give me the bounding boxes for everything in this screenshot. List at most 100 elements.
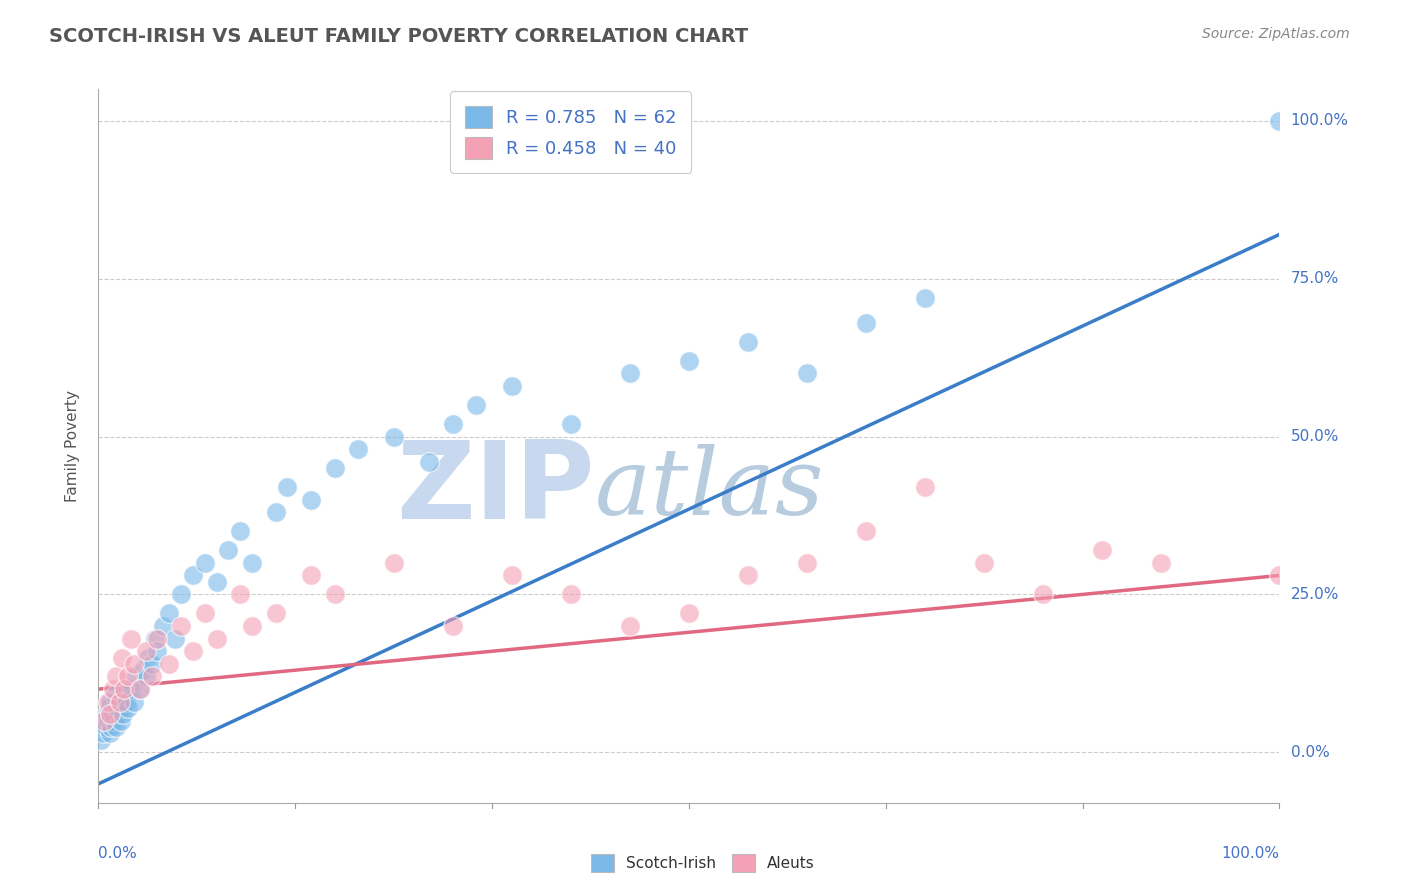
Point [143, 632, 166, 646]
Point [501, 379, 523, 393]
Text: 50.0%: 50.0% [1291, 429, 1339, 444]
Point [217, 543, 239, 558]
Point [465, 398, 488, 412]
Point [441, 417, 464, 431]
Point [128, 682, 150, 697]
Text: atlas: atlas [595, 444, 824, 533]
Point [737, 568, 759, 582]
Point [1268, 568, 1291, 582]
Point [441, 619, 464, 633]
Point [678, 607, 700, 621]
Point [619, 367, 641, 381]
Point [141, 657, 163, 671]
Point [107, 707, 129, 722]
Point [170, 587, 193, 601]
Point [93, 714, 115, 728]
Point [240, 619, 263, 633]
Text: 25.0%: 25.0% [1291, 587, 1339, 602]
Point [194, 607, 217, 621]
Text: ZIP: ZIP [396, 436, 595, 541]
Point [132, 663, 155, 677]
Point [1091, 543, 1114, 558]
Point [855, 524, 877, 539]
Point [96, 707, 118, 722]
Point [94, 720, 117, 734]
Point [914, 291, 936, 305]
Point [194, 556, 217, 570]
Point [117, 669, 139, 683]
Point [122, 695, 145, 709]
Point [110, 714, 132, 728]
Point [111, 650, 134, 665]
Text: 100.0%: 100.0% [1222, 846, 1279, 861]
Legend: R = 0.785   N = 62, R = 0.458   N = 40: R = 0.785 N = 62, R = 0.458 N = 40 [450, 91, 692, 173]
Text: 0.0%: 0.0% [98, 846, 138, 861]
Point [323, 587, 346, 601]
Point [299, 568, 322, 582]
Point [240, 556, 263, 570]
Text: 0.0%: 0.0% [1291, 745, 1329, 760]
Point [678, 353, 700, 368]
Point [105, 720, 128, 734]
Point [104, 689, 127, 703]
Point [141, 669, 163, 683]
Point [157, 657, 180, 671]
Point [91, 726, 114, 740]
Text: 100.0%: 100.0% [1291, 113, 1348, 128]
Point [125, 669, 148, 683]
Text: Source: ZipAtlas.com: Source: ZipAtlas.com [1202, 27, 1350, 41]
Point [112, 682, 135, 697]
Point [560, 417, 582, 431]
Point [796, 367, 818, 381]
Point [112, 707, 135, 722]
Point [97, 695, 120, 709]
Point [135, 644, 157, 658]
Point [737, 334, 759, 349]
Point [276, 480, 298, 494]
Point [264, 607, 287, 621]
Point [170, 619, 193, 633]
Point [1150, 556, 1173, 570]
Point [105, 701, 128, 715]
Point [181, 568, 204, 582]
Point [121, 632, 143, 646]
Legend: Scotch-Irish, Aleuts: Scotch-Irish, Aleuts [583, 846, 823, 880]
Point [146, 632, 169, 646]
Point [382, 429, 405, 443]
Point [418, 455, 440, 469]
Point [229, 524, 252, 539]
Point [122, 657, 145, 671]
Point [90, 732, 112, 747]
Point [152, 619, 174, 633]
Point [229, 587, 252, 601]
Point [108, 695, 131, 709]
Point [855, 316, 877, 330]
Point [135, 669, 157, 683]
Point [111, 701, 134, 715]
Point [98, 701, 121, 715]
Point [796, 556, 818, 570]
Point [205, 632, 228, 646]
Point [1032, 587, 1054, 601]
Point [114, 695, 136, 709]
Point [103, 714, 125, 728]
Point [98, 726, 121, 740]
Text: SCOTCH-IRISH VS ALEUT FAMILY POVERTY CORRELATION CHART: SCOTCH-IRISH VS ALEUT FAMILY POVERTY COR… [49, 27, 748, 45]
Text: 75.0%: 75.0% [1291, 271, 1339, 286]
Point [120, 682, 142, 697]
Point [205, 574, 228, 589]
Point [128, 682, 150, 697]
Point [299, 492, 322, 507]
Point [347, 442, 370, 457]
Point [93, 714, 115, 728]
Point [619, 619, 641, 633]
Point [165, 632, 187, 646]
Point [112, 689, 135, 703]
Point [136, 650, 159, 665]
Point [914, 480, 936, 494]
Y-axis label: Family Poverty: Family Poverty [65, 390, 80, 502]
Point [501, 568, 523, 582]
Point [97, 714, 120, 728]
Point [98, 695, 121, 709]
Point [98, 707, 121, 722]
